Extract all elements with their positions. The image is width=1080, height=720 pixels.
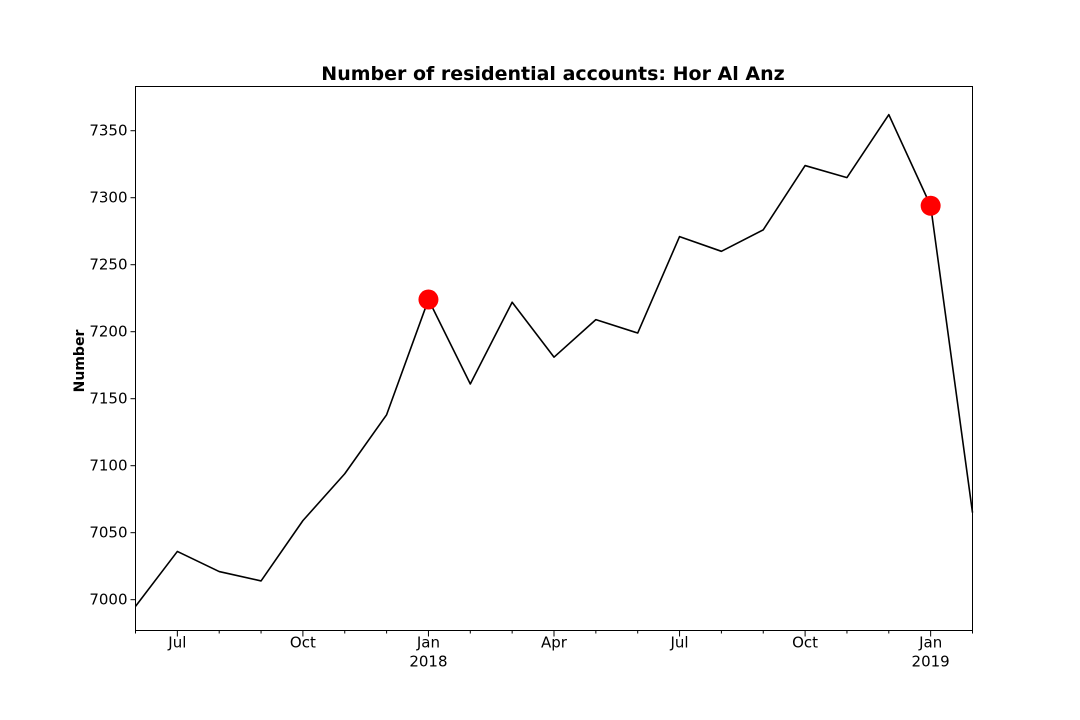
x-tick-label: Oct (290, 634, 316, 652)
y-tick-label: 7250 (89, 256, 127, 274)
x-tick-label: Apr (541, 634, 568, 652)
y-tick-label: 7150 (89, 390, 127, 408)
x-tick-label: Jan (918, 634, 942, 652)
series-line (134, 113, 974, 607)
y-tick-label: 7200 (89, 323, 127, 341)
y-tick-label: 7000 (89, 591, 127, 609)
plot-area (134, 113, 974, 607)
x-tick-year-label: 2018 (409, 653, 447, 671)
y-tick-label: 7100 (89, 457, 127, 475)
y-axis: 7000 7050 7100 7150 7200 7250 7300 7350 (89, 122, 136, 609)
x-tick-label: Jul (167, 634, 186, 652)
x-tick-label: Jan (416, 634, 440, 652)
plot-frame (135, 86, 973, 631)
chart-title: Number of residential accounts: Hor Al A… (321, 63, 784, 85)
y-tick-label: 7050 (89, 524, 127, 542)
x-tick-year-label: 2019 (912, 653, 950, 671)
x-tick-label: Oct (792, 634, 818, 652)
y-tick-label: 7350 (89, 122, 127, 140)
highlight-point (920, 195, 941, 216)
highlight-point (418, 289, 439, 310)
y-axis-label: Number (72, 330, 88, 393)
x-tick-label: Jul (669, 634, 688, 652)
y-tick-label: 7300 (89, 189, 127, 207)
